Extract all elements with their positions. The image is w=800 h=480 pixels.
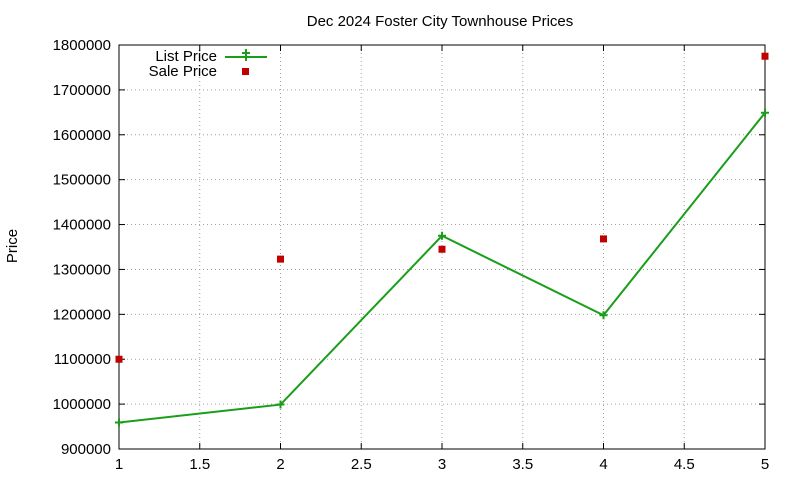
- x-tick-label: 2.5: [351, 456, 372, 473]
- y-tick-label: 1100000: [54, 351, 111, 368]
- x-tick-label: 1.5: [189, 456, 210, 473]
- y-tick-label: 1800000: [53, 37, 111, 54]
- x-tick-label: 4.5: [674, 456, 695, 473]
- legend-marker-sale-price: [242, 68, 249, 75]
- axis-ticks: 1 1.5 2 2.5 3 3.5 4 4.5 5 900000 1000000 1100000 120…: [53, 37, 770, 473]
- list-price-point: [599, 311, 608, 320]
- plot-frame: [118, 44, 766, 450]
- x-tick-label: 5: [761, 456, 769, 473]
- legend-label-list-price: List Price: [155, 48, 217, 65]
- x-tick-label: 1: [115, 456, 123, 473]
- list-price-point: [276, 400, 285, 409]
- x-tick-label: 3.5: [512, 456, 533, 473]
- list-price-point: [115, 418, 123, 427]
- y-tick-label: 900000: [61, 441, 111, 458]
- chart-title: Dec 2024 Foster City Townhouse Prices: [307, 13, 574, 30]
- x-tick-label: 2: [276, 456, 284, 473]
- x-tick-label: 4: [599, 456, 607, 473]
- legend-label-sale-price: Sale Price: [149, 63, 217, 80]
- list-price-point: [438, 231, 446, 240]
- sale-price-point: [115, 355, 123, 363]
- y-tick-label: 1000000: [53, 396, 111, 413]
- y-tick-label: 1200000: [53, 306, 111, 323]
- list-price-point: [761, 108, 769, 117]
- x-tick-label: 3: [438, 456, 446, 473]
- sale-price-point: [761, 52, 769, 60]
- y-tick-label: 1300000: [53, 261, 111, 278]
- y-tick-label: 1600000: [53, 127, 111, 144]
- series: [115, 52, 769, 427]
- y-tick-label: 1700000: [53, 82, 111, 99]
- sale-price-point: [600, 235, 607, 243]
- y-tick-label: 1400000: [53, 217, 111, 234]
- list-price-line: [118, 112, 766, 424]
- sale-price-point: [277, 255, 284, 263]
- sale-price-point: [438, 245, 446, 253]
- legend-marker-list-price: [242, 49, 250, 61]
- legend: List Price Sale Price: [149, 48, 267, 80]
- grid: [119, 45, 765, 449]
- y-axis-label: Price: [4, 229, 21, 263]
- y-tick-label: 1500000: [53, 172, 111, 189]
